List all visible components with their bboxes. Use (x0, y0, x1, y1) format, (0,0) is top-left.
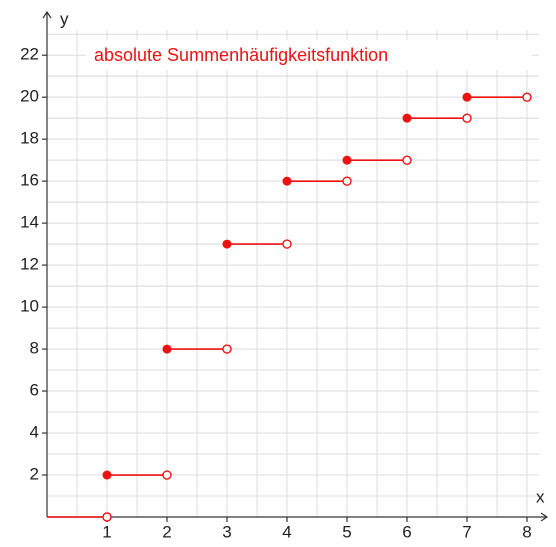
grid (47, 30, 539, 517)
y-tick-label: 12 (20, 255, 39, 274)
closed-point (102, 470, 112, 480)
y-axis-label: y (60, 9, 69, 28)
closed-point (402, 113, 412, 123)
y-tick-label: 20 (20, 87, 39, 106)
closed-point (162, 344, 172, 354)
y-tick-label: 8 (30, 339, 39, 358)
x-tick-label: 3 (222, 522, 231, 541)
x-axis-label: x (536, 487, 545, 506)
x-tick-label: 5 (342, 522, 351, 541)
y-tick-label: 4 (30, 423, 39, 442)
open-point (522, 92, 532, 102)
x-tick-label: 4 (282, 522, 291, 541)
y-tick-label: 14 (20, 213, 39, 232)
x-tick-label: 7 (462, 522, 471, 541)
open-point (282, 239, 292, 249)
closed-point (342, 155, 352, 165)
open-point (222, 344, 232, 354)
x-tick-label: 1 (102, 522, 111, 541)
x-tick-label: 2 (162, 522, 171, 541)
open-point (342, 176, 352, 186)
y-tick-label: 16 (20, 171, 39, 190)
closed-point (282, 176, 292, 186)
y-axis (42, 10, 52, 517)
open-point (102, 512, 112, 522)
closed-point (222, 239, 232, 249)
y-tick-label: 6 (30, 381, 39, 400)
x-tick-label: 8 (522, 522, 531, 541)
y-tick-label: 2 (30, 465, 39, 484)
chart-title: absolute Summenhäufigkeitsfunktion (94, 45, 388, 65)
open-point (402, 155, 412, 165)
x-tick-label: 6 (402, 522, 411, 541)
x-axis (47, 512, 549, 522)
y-tick-label: 10 (20, 297, 39, 316)
y-tick-label: 18 (20, 129, 39, 148)
y-tick-label: 22 (20, 45, 39, 64)
title-background (86, 40, 532, 70)
open-point (462, 113, 472, 123)
closed-point (462, 92, 472, 102)
open-point (162, 470, 172, 480)
